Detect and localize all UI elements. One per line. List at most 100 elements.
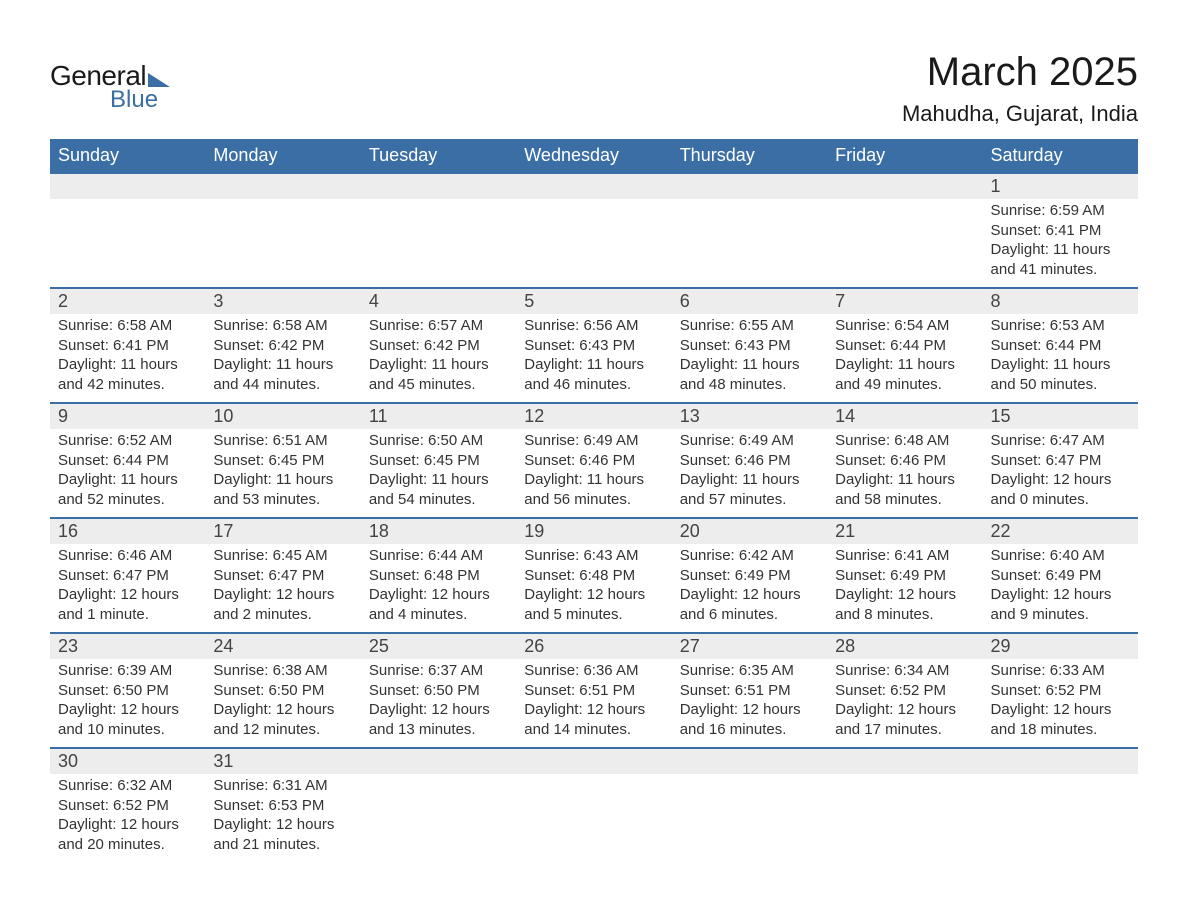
day-number: 23	[50, 634, 205, 659]
title-block: March 2025 Mahudha, Gujarat, India	[902, 50, 1138, 127]
day-data	[672, 774, 827, 784]
day-data: Sunrise: 6:54 AMSunset: 6:44 PMDaylight:…	[827, 314, 982, 402]
day-number	[50, 174, 205, 178]
location-label: Mahudha, Gujarat, India	[902, 101, 1138, 127]
day-data	[50, 199, 205, 209]
day-data	[672, 199, 827, 209]
day-number	[672, 749, 827, 753]
day-data	[516, 199, 671, 209]
day-number: 4	[361, 289, 516, 314]
day-data: Sunrise: 6:40 AMSunset: 6:49 PMDaylight:…	[983, 544, 1138, 632]
day-number: 7	[827, 289, 982, 314]
day-number-row: 2345678	[50, 288, 1138, 314]
day-number	[672, 174, 827, 178]
day-number-row: 9101112131415	[50, 403, 1138, 429]
day-number: 10	[205, 404, 360, 429]
day-number: 15	[983, 404, 1138, 429]
day-number-row: 16171819202122	[50, 518, 1138, 544]
day-number: 8	[983, 289, 1138, 314]
day-data	[361, 774, 516, 784]
day-data	[983, 774, 1138, 784]
day-number: 26	[516, 634, 671, 659]
day-data: Sunrise: 6:36 AMSunset: 6:51 PMDaylight:…	[516, 659, 671, 747]
day-data	[516, 774, 671, 784]
day-number: 18	[361, 519, 516, 544]
day-data: Sunrise: 6:51 AMSunset: 6:45 PMDaylight:…	[205, 429, 360, 517]
day-data: Sunrise: 6:57 AMSunset: 6:42 PMDaylight:…	[361, 314, 516, 402]
weekday-header: Thursday	[672, 139, 827, 173]
day-data-row: Sunrise: 6:58 AMSunset: 6:41 PMDaylight:…	[50, 314, 1138, 403]
day-number: 27	[672, 634, 827, 659]
day-data-row: Sunrise: 6:39 AMSunset: 6:50 PMDaylight:…	[50, 659, 1138, 748]
day-data	[205, 199, 360, 209]
day-data: Sunrise: 6:47 AMSunset: 6:47 PMDaylight:…	[983, 429, 1138, 517]
day-number: 31	[205, 749, 360, 774]
day-number-row: 3031	[50, 748, 1138, 774]
day-number: 9	[50, 404, 205, 429]
day-data	[361, 199, 516, 209]
logo: General Blue	[50, 60, 170, 114]
day-data: Sunrise: 6:58 AMSunset: 6:41 PMDaylight:…	[50, 314, 205, 402]
day-number: 24	[205, 634, 360, 659]
weekday-header: Wednesday	[516, 139, 671, 173]
day-data: Sunrise: 6:46 AMSunset: 6:47 PMDaylight:…	[50, 544, 205, 632]
day-data: Sunrise: 6:42 AMSunset: 6:49 PMDaylight:…	[672, 544, 827, 632]
day-data: Sunrise: 6:50 AMSunset: 6:45 PMDaylight:…	[361, 429, 516, 517]
day-number	[516, 749, 671, 753]
day-number	[827, 749, 982, 753]
day-number-row: 23242526272829	[50, 633, 1138, 659]
day-number: 12	[516, 404, 671, 429]
header: General Blue March 2025 Mahudha, Gujarat…	[50, 50, 1138, 127]
day-data: Sunrise: 6:59 AMSunset: 6:41 PMDaylight:…	[983, 199, 1138, 287]
day-number: 30	[50, 749, 205, 774]
day-number	[827, 174, 982, 178]
day-data: Sunrise: 6:43 AMSunset: 6:48 PMDaylight:…	[516, 544, 671, 632]
day-data: Sunrise: 6:49 AMSunset: 6:46 PMDaylight:…	[516, 429, 671, 517]
day-number: 14	[827, 404, 982, 429]
day-number: 6	[672, 289, 827, 314]
weekday-header: Saturday	[983, 139, 1138, 173]
day-number: 19	[516, 519, 671, 544]
day-number-row: 1	[50, 173, 1138, 199]
day-data: Sunrise: 6:37 AMSunset: 6:50 PMDaylight:…	[361, 659, 516, 747]
day-number: 13	[672, 404, 827, 429]
day-data-row: Sunrise: 6:32 AMSunset: 6:52 PMDaylight:…	[50, 774, 1138, 862]
day-data-row: Sunrise: 6:52 AMSunset: 6:44 PMDaylight:…	[50, 429, 1138, 518]
day-number: 2	[50, 289, 205, 314]
day-number	[516, 174, 671, 178]
day-data	[827, 199, 982, 209]
weekday-header: Friday	[827, 139, 982, 173]
day-number	[983, 749, 1138, 753]
day-data: Sunrise: 6:34 AMSunset: 6:52 PMDaylight:…	[827, 659, 982, 747]
day-data	[827, 774, 982, 784]
logo-text-blue: Blue	[110, 86, 158, 114]
weekday-header-row: SundayMondayTuesdayWednesdayThursdayFrid…	[50, 139, 1138, 173]
day-data: Sunrise: 6:55 AMSunset: 6:43 PMDaylight:…	[672, 314, 827, 402]
day-data: Sunrise: 6:33 AMSunset: 6:52 PMDaylight:…	[983, 659, 1138, 747]
day-data: Sunrise: 6:56 AMSunset: 6:43 PMDaylight:…	[516, 314, 671, 402]
day-number: 28	[827, 634, 982, 659]
calendar-table: SundayMondayTuesdayWednesdayThursdayFrid…	[50, 139, 1138, 862]
day-data: Sunrise: 6:52 AMSunset: 6:44 PMDaylight:…	[50, 429, 205, 517]
month-title: March 2025	[902, 50, 1138, 95]
day-number: 20	[672, 519, 827, 544]
weekday-header: Sunday	[50, 139, 205, 173]
day-data: Sunrise: 6:48 AMSunset: 6:46 PMDaylight:…	[827, 429, 982, 517]
day-number: 17	[205, 519, 360, 544]
day-data: Sunrise: 6:38 AMSunset: 6:50 PMDaylight:…	[205, 659, 360, 747]
day-number: 16	[50, 519, 205, 544]
day-data: Sunrise: 6:58 AMSunset: 6:42 PMDaylight:…	[205, 314, 360, 402]
day-number: 11	[361, 404, 516, 429]
day-data: Sunrise: 6:41 AMSunset: 6:49 PMDaylight:…	[827, 544, 982, 632]
day-number: 21	[827, 519, 982, 544]
logo-flag-icon	[148, 73, 170, 87]
day-number	[205, 174, 360, 178]
weekday-header: Tuesday	[361, 139, 516, 173]
day-number: 22	[983, 519, 1138, 544]
day-data: Sunrise: 6:44 AMSunset: 6:48 PMDaylight:…	[361, 544, 516, 632]
day-data: Sunrise: 6:31 AMSunset: 6:53 PMDaylight:…	[205, 774, 360, 862]
day-data: Sunrise: 6:35 AMSunset: 6:51 PMDaylight:…	[672, 659, 827, 747]
day-number	[361, 174, 516, 178]
day-data-row: Sunrise: 6:46 AMSunset: 6:47 PMDaylight:…	[50, 544, 1138, 633]
day-number: 5	[516, 289, 671, 314]
